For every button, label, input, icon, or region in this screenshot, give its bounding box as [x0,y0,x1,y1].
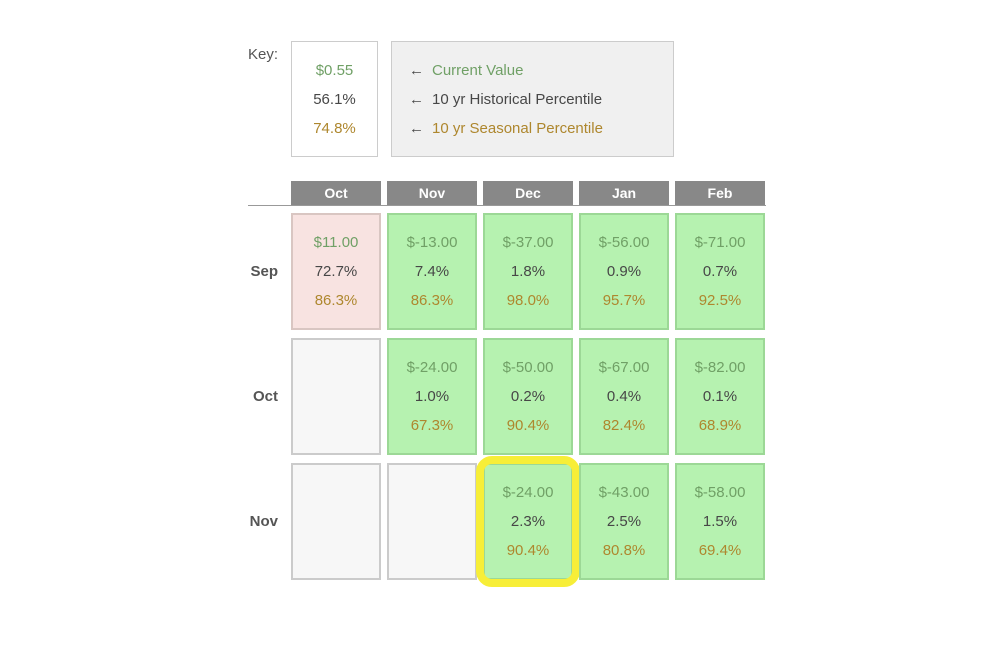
matrix-cell-sep-nov[interactable]: $-13.00 7.4% 86.3% [387,213,477,330]
matrix-cell-empty-oct-oct [291,338,381,455]
column-header-feb: Feb [675,181,765,205]
cell-seasonal: 95.7% [602,292,646,309]
cell-seasonal: 90.4% [506,417,550,434]
cell-value: $-58.00 [694,484,746,501]
matrix-cell-oct-dec[interactable]: $-50.00 0.2% 90.4% [483,338,573,455]
cell-seasonal: 90.4% [506,542,550,559]
row-cells: $11.00 72.7% 86.3% $-13.00 7.4% 86.3% $-37.00 1… [291,213,765,330]
cell-historical: 1.8% [510,263,546,280]
cell-historical: 1.5% [702,513,738,530]
cell-seasonal: 98.0% [506,292,550,309]
cell-historical: 0.9% [606,263,642,280]
key-sample-seasonal-percentile: 74.8% [313,119,356,137]
matrix-cell-sep-feb[interactable]: $-71.00 0.7% 92.5% [675,213,765,330]
legend-row-historical-percentile: ← 10 yr Historical Percentile [409,85,673,114]
row-label-nov: Nov [249,513,278,530]
cell-seasonal: 80.8% [602,542,646,559]
matrix-cell-nov-jan[interactable]: $-43.00 2.5% 80.8% [579,463,669,580]
cell-value: $-67.00 [598,359,650,376]
cell-value: $-56.00 [598,234,650,251]
cell-value: $-37.00 [502,234,554,251]
legend-label-historical-percentile: 10 yr Historical Percentile [432,90,603,108]
row-label-sep: Sep [250,263,278,280]
matrix-cell-sep-oct[interactable]: $11.00 72.7% 86.3% [291,213,381,330]
cell-historical: 0.2% [510,388,546,405]
cell-seasonal: 86.3% [410,292,454,309]
cell-value: $-24.00 [406,359,458,376]
column-header-nov: Nov [387,181,477,205]
matrix-row-oct: Oct $-24.00 1.0% 67.3% $-50.00 0.2% 90.4% $-67.… [240,338,765,455]
matrix-rows: Sep $11.00 72.7% 86.3% $-13.00 7.4% 86.3% $-37.… [240,213,765,588]
key-sample-historical-percentile: 56.1% [313,90,356,108]
key-legend-box: ← Current Value ← 10 yr Historical Perce… [391,41,674,157]
cell-historical: 72.7% [314,263,358,280]
cell-seasonal: 92.5% [698,292,742,309]
matrix-row-nov: Nov $-24.00 2.3% 90.4% $-43.00 2.5% 80.8% $-58.… [240,456,765,587]
matrix-cell-oct-nov[interactable]: $-24.00 1.0% 67.3% [387,338,477,455]
cell-seasonal: 68.9% [698,417,742,434]
cell-value: $-43.00 [598,484,650,501]
matrix-cell-sep-jan[interactable]: $-56.00 0.9% 95.7% [579,213,669,330]
column-header-jan: Jan [579,181,669,205]
left-arrow-icon: ← [409,119,424,137]
cell-historical: 2.5% [606,513,642,530]
matrix-cell-nov-dec[interactable]: $-24.00 2.3% 90.4% [476,456,580,587]
legend-row-current-value: ← Current Value [409,56,673,85]
matrix-cell-empty-nov-oct [291,463,381,580]
matrix-cell-oct-feb[interactable]: $-82.00 0.1% 68.9% [675,338,765,455]
column-headers: Oct Nov Dec Jan Feb [291,181,765,205]
matrix-cell-sep-dec[interactable]: $-37.00 1.8% 98.0% [483,213,573,330]
row-cells: $-24.00 1.0% 67.3% $-50.00 0.2% 90.4% $-67.00 0… [291,338,765,455]
cell-historical: 0.1% [702,388,738,405]
left-arrow-icon: ← [409,90,424,108]
cell-value: $-71.00 [694,234,746,251]
left-arrow-icon: ← [409,61,424,79]
matrix-cell-empty-nov-nov [387,463,477,580]
cell-seasonal: 67.3% [410,417,454,434]
row-cells: $-24.00 2.3% 90.4% $-43.00 2.5% 80.8% $-58.00 1… [291,456,765,587]
row-label-oct: Oct [252,388,278,405]
cell-value: $-24.00 [502,484,554,501]
matrix-row-sep: Sep $11.00 72.7% 86.3% $-13.00 7.4% 86.3% $-37.… [240,213,765,330]
cell-seasonal: 82.4% [602,417,646,434]
cell-historical: 0.7% [702,263,738,280]
header-divider-line [248,205,766,206]
cell-value: $-82.00 [694,359,746,376]
legend-row-seasonal-percentile: ← 10 yr Seasonal Percentile [409,114,673,143]
legend-label-current-value: Current Value [432,61,524,79]
cell-value: $11.00 [313,234,359,251]
cell-value: $-50.00 [502,359,554,376]
column-header-oct: Oct [291,181,381,205]
legend-label-seasonal-percentile: 10 yr Seasonal Percentile [432,119,603,137]
cell-value: $-13.00 [406,234,458,251]
key-sample-current-value: $0.55 [315,61,354,79]
key-sample-box: $0.55 56.1% 74.8% [291,41,378,157]
cell-historical: 2.3% [510,513,546,530]
cell-historical: 0.4% [606,388,642,405]
key-label: Key: [247,46,278,63]
matrix-cell-nov-feb[interactable]: $-58.00 1.5% 69.4% [675,463,765,580]
cell-historical: 7.4% [414,263,450,280]
matrix-cell-oct-jan[interactable]: $-67.00 0.4% 82.4% [579,338,669,455]
cell-seasonal: 69.4% [698,542,742,559]
cell-seasonal: 86.3% [314,292,358,309]
column-header-dec: Dec [483,181,573,205]
cell-historical: 1.0% [414,388,450,405]
